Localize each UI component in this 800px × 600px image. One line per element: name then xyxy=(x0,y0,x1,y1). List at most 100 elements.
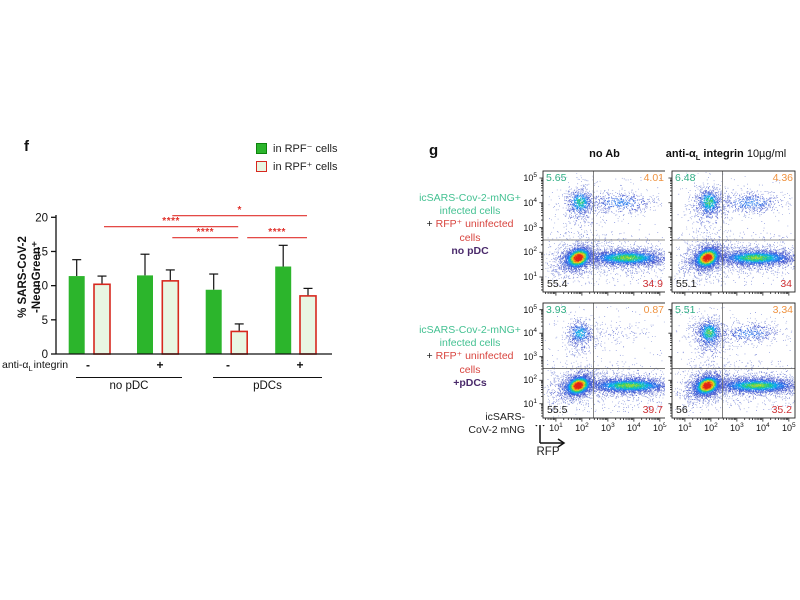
row-label-text: cells xyxy=(459,231,481,244)
anti-integrin-sign-1: + xyxy=(156,358,164,372)
row-label-text: infected cells xyxy=(439,205,501,218)
flow-x-axis-label: RFP xyxy=(536,446,560,458)
y-tick-15: 15 xyxy=(35,246,48,258)
quadrant-pct-lr: 34.9 xyxy=(642,278,663,290)
x-tick-10e4: 104 xyxy=(756,422,770,433)
y-tick-10e2: 102 xyxy=(523,246,537,258)
plus-prefix: + xyxy=(426,218,433,231)
anti-integrin-sign-0: - xyxy=(86,358,90,372)
row-label-line: +pDCs xyxy=(395,377,545,390)
quadrant-pct-ul: 6.48 xyxy=(675,172,696,184)
row-label-text: RFP⁺ uninfected xyxy=(435,218,514,231)
x-tick-10e5: 105 xyxy=(782,422,796,433)
y-tick-10e2: 102 xyxy=(523,374,537,386)
bar-6-rpf-neg xyxy=(275,244,292,354)
quadrant-pct-lr: 39.7 xyxy=(642,404,663,416)
group-label-1: pDCs xyxy=(253,380,282,392)
row-label-0: icSARS-Cov-2-mNG+ infected cells + RFP⁺ uni… xyxy=(395,192,545,258)
quadrant-pct-ur: 3.34 xyxy=(772,304,793,316)
column-header-anti-integrin: anti-αL integrin 10µg/ml xyxy=(665,148,787,163)
flow-plot-no-pdc-no-ab: 5.65 4.01 55.4 34.9 105 104 103 102 101 xyxy=(523,170,667,299)
flow-canvas-pdc-no-ab xyxy=(536,302,667,425)
row-label-line: infected cells xyxy=(395,337,545,350)
row-label-line: no pDC xyxy=(395,245,545,258)
significance-0: * xyxy=(172,205,307,217)
bar-4-rpf-neg xyxy=(205,273,222,354)
svg-text:****: **** xyxy=(196,227,214,238)
quadrant-pct-lr: 34 xyxy=(780,278,792,290)
legend: in RPF⁻ cells in RPF⁺ cells xyxy=(256,139,338,175)
row-label-text: no pDC xyxy=(451,244,489,257)
legend-label-rpf-pos: in RPF⁺ cells xyxy=(273,160,338,173)
x-tick-10e4: 104 xyxy=(627,422,641,433)
bar-0-rpf-neg xyxy=(68,259,85,354)
y-tick-10e3: 103 xyxy=(523,221,537,233)
row-label-line: icSARS-Cov-2-mNG+ xyxy=(395,192,545,205)
row-label-text: cells xyxy=(459,363,481,376)
row-label-line: icSARS-Cov-2-mNG+ xyxy=(395,324,545,337)
column-header-no-ab: no Ab xyxy=(589,148,620,160)
y-tick-10e4: 104 xyxy=(523,327,537,339)
row-label-line: infected cells xyxy=(395,205,545,218)
quadrant-pct-ll: 55.1 xyxy=(676,278,697,290)
flow-canvas-no-pdc-no-ab xyxy=(536,170,667,299)
row-label-text: RFP⁺ uninfected xyxy=(435,350,514,363)
y-tick-10e4: 104 xyxy=(523,196,537,208)
x-tick-10e5: 105 xyxy=(653,422,667,433)
row-label-line: cells xyxy=(395,364,545,377)
significance-1: **** xyxy=(104,216,239,228)
row-label-text: icSARS-Cov-2-mNG+ xyxy=(419,192,521,204)
significance-2: **** xyxy=(172,227,239,239)
quadrant-pct-ll: 55.5 xyxy=(547,404,568,416)
plus-prefix: + xyxy=(426,350,433,363)
group-underline-0 xyxy=(76,377,182,378)
quadrant-pct-ur: 4.01 xyxy=(643,172,664,184)
panel-f-label: f xyxy=(24,138,29,155)
row-label-text: icSARS-Cov-2-mNG+ xyxy=(419,324,521,336)
legend-item-rpf-neg: in RPF⁻ cells xyxy=(256,139,338,157)
y-tick-10e3: 103 xyxy=(523,350,537,362)
flow-y-axis-label: icSARS- CoV-2 mNG xyxy=(468,411,525,436)
y-tick-10e1: 101 xyxy=(523,270,537,282)
x-tick-10e1: 101 xyxy=(549,422,563,433)
y-tick-10: 10 xyxy=(35,281,48,293)
bar-7-rpf-pos xyxy=(299,287,317,355)
x-tick-10e1: 101 xyxy=(678,422,692,433)
x-tick-10e2: 102 xyxy=(704,422,718,433)
quadrant-pct-ll: 55.4 xyxy=(547,278,568,290)
legend-label-rpf-neg: in RPF⁻ cells xyxy=(273,142,338,155)
bar-3-rpf-pos xyxy=(161,269,180,355)
legend-swatch-red-outline-icon xyxy=(256,160,267,172)
flow-plot-pdc-no-ab: 3.93 0.87 55.5 39.7 105 104 103 102 101 101 102 103… xyxy=(523,302,667,433)
y-axis-title: % SARS-CoV-2 -NeonGreen⁺ xyxy=(17,236,43,318)
y-tick-5: 5 xyxy=(42,315,48,327)
flow-canvas-no-pdc-anti-integrin xyxy=(665,170,796,299)
quadrant-pct-ul: 5.51 xyxy=(675,304,696,316)
row-label-line: + RFP⁺ uninfected xyxy=(395,218,545,231)
svg-text:****: **** xyxy=(162,216,180,227)
x-tick-10e3: 103 xyxy=(601,422,615,433)
y-tick-10e5: 105 xyxy=(523,303,537,315)
y-tick-0: 0 xyxy=(42,349,48,361)
y-tick-20: 20 xyxy=(35,212,48,224)
quadrant-pct-lr: 35.2 xyxy=(771,404,792,416)
row-label-line: cells xyxy=(395,232,545,245)
quadrant-pct-ul: 3.93 xyxy=(546,304,567,316)
y-tick-10e1: 101 xyxy=(523,397,537,409)
flow-plot-pdc-anti-integrin: 5.51 3.34 56 35.2 101 102 103 104 105 xyxy=(665,302,796,433)
x-tick-10e2: 102 xyxy=(575,422,589,433)
row-label-text: infected cells xyxy=(439,337,501,350)
y-tick-10e5: 105 xyxy=(523,172,537,184)
legend-swatch-green-icon xyxy=(256,142,267,154)
svg-text:****: **** xyxy=(268,227,286,238)
row-label-1: icSARS-Cov-2-mNG+ infected cells + RFP⁺ uni… xyxy=(395,324,545,390)
bar-5-rpf-pos xyxy=(230,323,248,355)
row-label-line: + RFP⁺ uninfected xyxy=(395,350,545,363)
bar-1-rpf-pos xyxy=(93,275,111,355)
flow-canvas-pdc-anti-integrin xyxy=(665,302,796,425)
x-axis-label: anti-αLintegrin xyxy=(2,359,69,374)
svg-text:*: * xyxy=(237,205,241,216)
significance-3: **** xyxy=(247,227,307,239)
